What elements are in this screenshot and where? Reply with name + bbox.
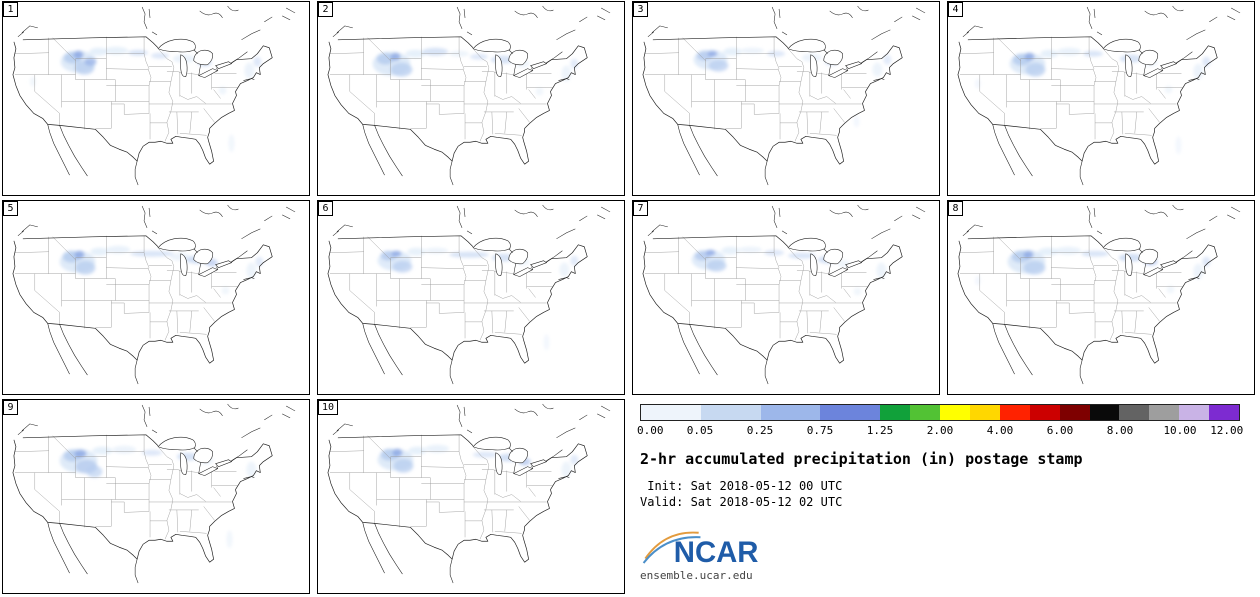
- map-panel: 7: [632, 200, 940, 395]
- map-panel: 2: [317, 1, 625, 196]
- ncar-logo: NCAR: [640, 526, 1247, 569]
- us-precip-map: [3, 201, 309, 394]
- us-precip-map: [948, 2, 1254, 195]
- colorbar-tick: 4.00: [986, 424, 1014, 437]
- colorbar-segment: [1059, 405, 1090, 420]
- panel-number-label: 5: [3, 201, 18, 216]
- colorbar-segment: [700, 405, 761, 420]
- map-panel: 10: [317, 399, 625, 594]
- colorbar-segment: [940, 405, 970, 420]
- us-precip-map: [948, 201, 1254, 394]
- panel-number-label: 2: [318, 2, 333, 17]
- us-precip-map: [3, 400, 309, 593]
- colorbar-segment: [1089, 405, 1120, 420]
- colorbar-segment: [1029, 405, 1060, 420]
- colorbar-segment: [1149, 405, 1180, 420]
- us-precip-map: [318, 400, 624, 593]
- colorbar-tick: 12.00: [1210, 424, 1244, 437]
- map-panel: 1: [2, 1, 310, 196]
- us-precip-map: [318, 201, 624, 394]
- precip-shading: [59, 245, 264, 295]
- panel-number-label: 6: [318, 201, 333, 216]
- colorbar-tick: 0.75: [806, 424, 834, 437]
- logo-swoosh-blue-arc: [642, 536, 701, 564]
- colorbar-tick: 0.25: [746, 424, 774, 437]
- colorbar-segment: [760, 405, 821, 420]
- precip-shading: [691, 246, 887, 296]
- precip-shading: [693, 47, 892, 128]
- panel-number-label: 7: [633, 201, 648, 216]
- colorbar-segment: [1209, 405, 1240, 420]
- logo-swoosh-orange-arc: [644, 531, 699, 560]
- precip-shading: [377, 247, 579, 351]
- valid-time-label: Valid: Sat 2018-05-12 02 UTC: [640, 494, 843, 509]
- logo-text: NCAR: [674, 536, 759, 568]
- colorbar-segment: [999, 405, 1030, 420]
- colorbar-tick: 1.25: [866, 424, 894, 437]
- panel-number-label: 10: [318, 400, 339, 415]
- colorbar: [640, 404, 1240, 421]
- colorbar-segment: [1119, 405, 1150, 420]
- us-precip-map: [318, 2, 624, 195]
- precip-shading: [377, 444, 579, 478]
- colorbar-segment: [820, 405, 881, 420]
- colorbar-tick: 0.00: [637, 424, 664, 437]
- site-url: ensemble.ucar.edu: [640, 569, 753, 583]
- colorbar-tick: 10.00: [1163, 424, 1197, 437]
- map-panel: 4: [947, 1, 1255, 196]
- colorbar-segment: [880, 405, 911, 420]
- map-panel: 8: [947, 200, 1255, 395]
- colorbar-tick: 6.00: [1046, 424, 1074, 437]
- panel-number-label: 9: [3, 400, 18, 415]
- colorbar-tick: 2.00: [926, 424, 954, 437]
- map-panel: 3: [632, 1, 940, 196]
- init-time-label: Init: Sat 2018-05-12 00 UTC: [640, 479, 843, 493]
- legend-block: 0.00 0.05 0.25 0.75 1.25 2.00 4.00 6.00 8.00 10.0…: [632, 399, 1255, 594]
- panel-number-label: 8: [948, 201, 963, 216]
- precip-shading: [974, 246, 1211, 294]
- precip-shading: [29, 46, 262, 153]
- us-precip-map: [633, 2, 939, 195]
- panel-number-label: 1: [3, 2, 18, 17]
- us-precip-map: [633, 201, 939, 394]
- colorbar-segment: [969, 405, 1000, 420]
- us-precip-map: [3, 2, 309, 195]
- colorbar-segment: [641, 405, 701, 420]
- map-panel: 6: [317, 200, 625, 395]
- colorbar-segment: [1179, 405, 1210, 420]
- colorbar-tick-labels: 0.00 0.05 0.25 0.75 1.25 2.00 4.00 6.00 8.00 10.0…: [637, 421, 1244, 438]
- colorbar-tick: 8.00: [1106, 424, 1134, 437]
- map-panel: 5: [2, 200, 310, 395]
- panel-number-label: 3: [633, 2, 648, 17]
- plot-title: 2-hr accumulated precipitation (in) post…: [640, 450, 1083, 468]
- panel-number-label: 4: [948, 2, 963, 17]
- precip-shading: [372, 47, 579, 96]
- map-panel: 9: [2, 399, 310, 594]
- colorbar-tick: 0.05: [686, 424, 714, 437]
- colorbar-segment: [910, 405, 940, 420]
